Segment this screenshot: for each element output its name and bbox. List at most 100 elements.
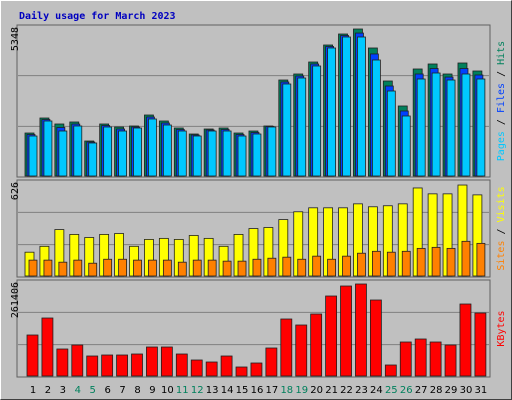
- x-tick-label: 22: [340, 385, 353, 396]
- bar: [175, 353, 188, 377]
- bar: [41, 317, 54, 377]
- bar: [280, 318, 293, 377]
- legend-separator: /: [496, 222, 507, 240]
- bar: [192, 259, 202, 277]
- bar: [267, 126, 277, 177]
- x-tick-label: 1: [30, 385, 36, 396]
- x-tick-label: 6: [104, 385, 110, 396]
- x-tick-label: 11: [176, 385, 189, 396]
- bar: [162, 259, 172, 277]
- bar: [282, 83, 292, 177]
- bar: [327, 47, 337, 177]
- bar: [476, 242, 486, 277]
- legend-entry: Hits: [496, 41, 507, 65]
- bar: [118, 130, 127, 177]
- legend-entry: Sites: [496, 241, 507, 271]
- bar: [192, 135, 202, 177]
- bar: [431, 246, 441, 277]
- x-tick-label: 4: [75, 385, 81, 396]
- bar: [207, 259, 217, 277]
- bar: [252, 258, 262, 277]
- bar: [148, 259, 157, 277]
- bar: [103, 258, 113, 277]
- bar: [474, 312, 487, 377]
- bar: [297, 258, 307, 277]
- legend: KBytes: [496, 310, 507, 346]
- bar: [103, 126, 113, 177]
- bar: [58, 261, 68, 277]
- x-tick-label: 12: [191, 385, 204, 396]
- bar: [312, 255, 322, 277]
- bar: [205, 361, 218, 377]
- bar: [401, 115, 411, 177]
- bar: [237, 135, 247, 177]
- bar: [235, 366, 248, 377]
- bar: [86, 355, 99, 377]
- bar: [431, 72, 441, 177]
- bar: [416, 78, 426, 177]
- x-tick-label: 9: [149, 385, 155, 396]
- bar: [88, 262, 98, 277]
- bar: [371, 250, 381, 277]
- bar: [295, 324, 308, 377]
- x-tick-label: 23: [355, 385, 368, 396]
- bar: [310, 313, 323, 377]
- bar: [146, 346, 158, 377]
- y-tick-label: 5348: [10, 27, 21, 51]
- bar: [26, 334, 39, 377]
- x-tick-label: 27: [415, 385, 428, 396]
- x-tick-label: 5: [90, 385, 96, 396]
- x-tick-label: 21: [325, 385, 338, 396]
- x-tick-label: 13: [206, 385, 219, 396]
- bar: [446, 79, 456, 177]
- bar: [416, 247, 426, 277]
- bar: [386, 251, 396, 277]
- x-tick-label: 20: [310, 385, 323, 396]
- x-tick-label: 29: [445, 385, 458, 396]
- legend: Sites / Visits: [496, 186, 507, 270]
- bar: [177, 261, 187, 277]
- bar: [148, 118, 157, 177]
- bar: [357, 252, 366, 277]
- bar: [43, 259, 53, 277]
- bar: [444, 344, 457, 377]
- bar: [312, 65, 322, 177]
- bar: [88, 142, 98, 177]
- bar: [133, 259, 142, 277]
- bar: [461, 73, 471, 177]
- bar: [237, 260, 247, 277]
- bar: [190, 359, 203, 377]
- y-tick-label: 261406: [10, 282, 21, 318]
- bar: [222, 130, 232, 177]
- x-tick-label: 3: [60, 385, 66, 396]
- bar: [429, 341, 442, 377]
- x-tick-label: 28: [430, 385, 443, 396]
- bar: [58, 130, 68, 177]
- bar: [267, 257, 277, 277]
- bar: [386, 90, 396, 177]
- bar: [222, 260, 232, 277]
- x-tick-label: 7: [119, 385, 125, 396]
- x-tick-label: 17: [266, 385, 279, 396]
- bar: [265, 347, 278, 377]
- bar: [28, 259, 38, 277]
- bar: [73, 125, 83, 177]
- bar: [207, 130, 217, 177]
- y-tick-label: 626: [10, 182, 21, 200]
- bar: [252, 133, 262, 177]
- bar: [355, 283, 367, 377]
- bar: [342, 255, 351, 277]
- legend-separator: /: [496, 113, 507, 131]
- legend: Pages / Files / Hits: [496, 41, 507, 161]
- bar: [446, 247, 456, 277]
- bar: [384, 364, 397, 377]
- x-tick-label: 19: [295, 385, 308, 396]
- legend-entry: Files: [496, 83, 507, 113]
- x-tick-label: 18: [280, 385, 293, 396]
- bar: [357, 36, 366, 177]
- x-tick-label: 14: [221, 385, 234, 396]
- legend-entry: Pages: [496, 131, 507, 161]
- bar: [401, 250, 411, 277]
